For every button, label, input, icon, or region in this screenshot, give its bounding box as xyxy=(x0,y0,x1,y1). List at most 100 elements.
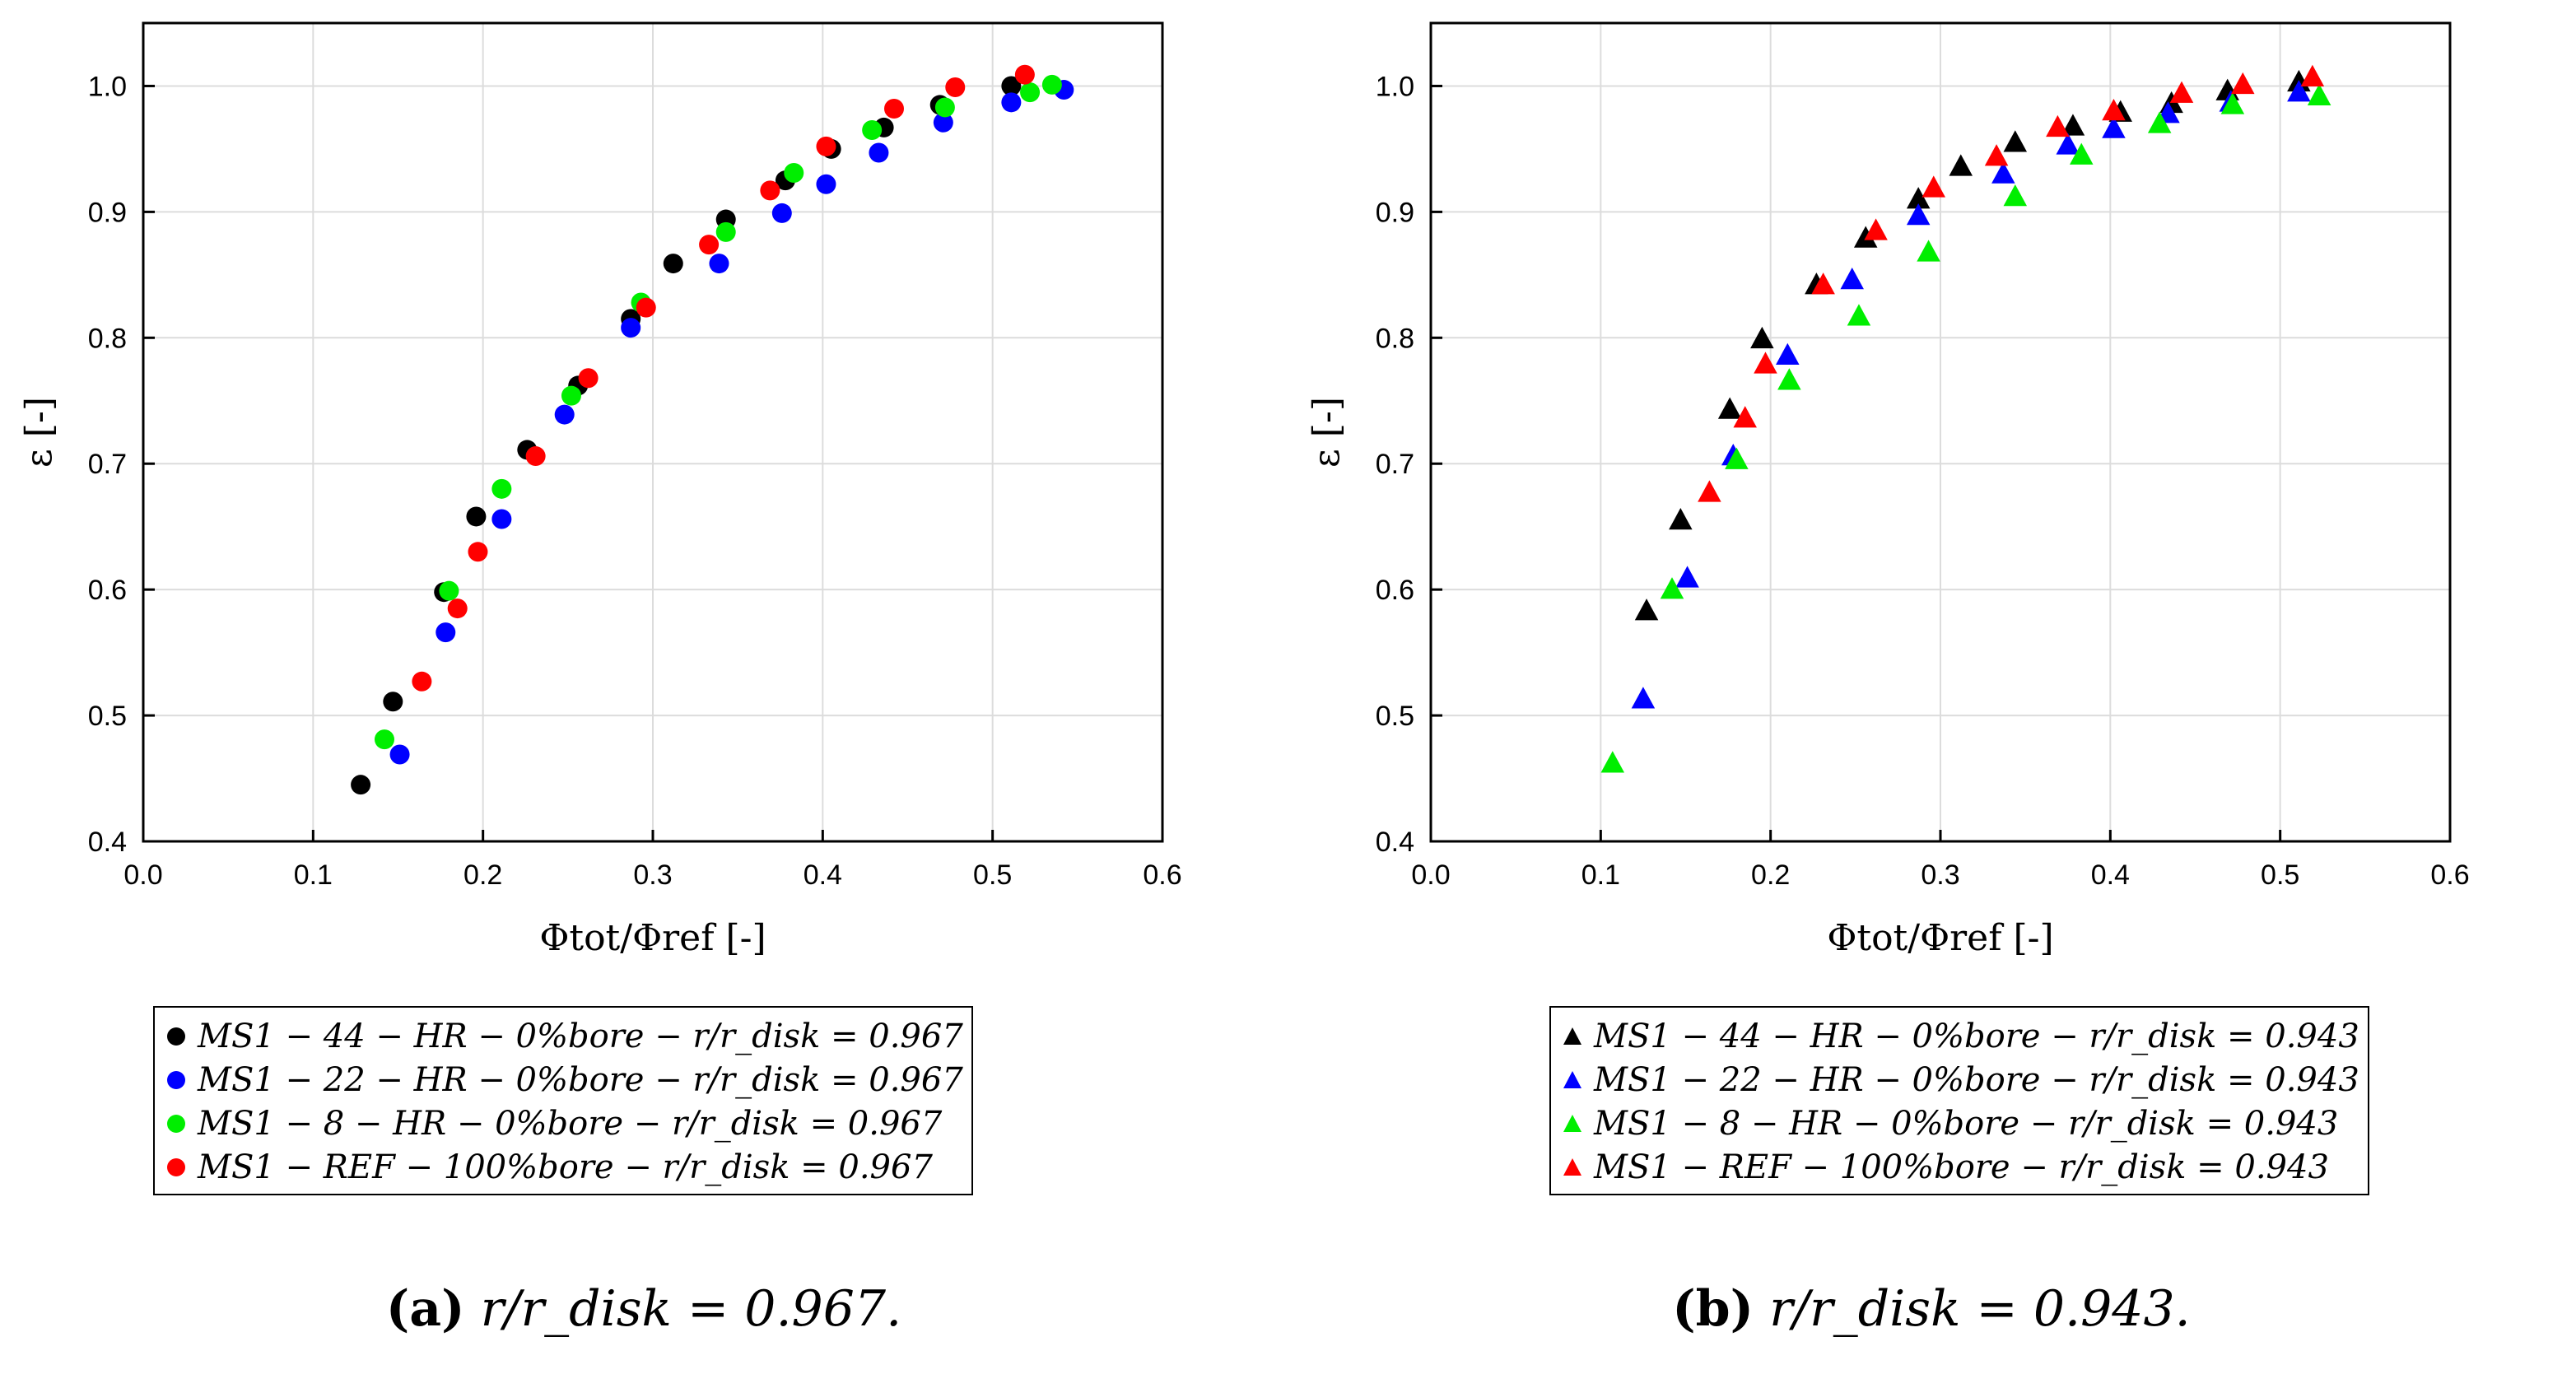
data-point xyxy=(1001,76,1022,96)
data-point xyxy=(1984,144,2009,166)
y-axis-label: ε [-] xyxy=(18,397,60,468)
circle-marker-icon xyxy=(167,1114,185,1133)
data-point xyxy=(561,385,581,406)
grid xyxy=(1430,23,2451,842)
chart-a: 0.0 0.1 0.2 0.3 0.4 0.5 0.6 0.4 0.5 0.6 0.7 0.8 0.9 1… xyxy=(18,21,1182,959)
caption-b: (b) r/r_disk = 0.943. xyxy=(1288,1280,2575,1338)
legend-entry: MS1 − 44 − HR − 0%bore − r/r_disk = 0.96… xyxy=(166,1014,963,1058)
data-point xyxy=(1725,447,1749,469)
panel-a: 0.0 0.1 0.2 0.3 0.4 0.5 0.6 0.4 0.5 0.6 0.7 0.8 0.9 1… xyxy=(0,21,1288,1338)
data-point xyxy=(1631,687,1656,709)
data-point xyxy=(1660,577,1684,599)
data-point xyxy=(1634,599,1659,621)
legend-label: MS1 − 44 − HR − 0%bore − r/r_disk = 0.94… xyxy=(1594,1017,2359,1055)
data-point xyxy=(1776,342,1800,365)
data-point xyxy=(383,692,403,712)
data-point xyxy=(447,599,468,619)
data-point xyxy=(1777,368,1801,390)
data-point xyxy=(389,744,410,765)
x-axis-label: Φtot/Φref [-] xyxy=(1827,917,2053,959)
y-tick-label: 0.4 xyxy=(88,827,127,858)
data-point xyxy=(784,162,804,183)
data-point xyxy=(883,98,904,119)
data-point xyxy=(663,254,683,274)
caption-b-label: (b) xyxy=(1672,1280,1754,1338)
data-point xyxy=(933,112,953,133)
data-point xyxy=(699,235,720,255)
data-point xyxy=(491,478,512,499)
data-point xyxy=(1675,566,1699,588)
data-point xyxy=(1853,226,1878,248)
x-tick-label: 0.3 xyxy=(633,859,672,891)
series-1 xyxy=(1634,69,2311,621)
legend-label: MS1 − 22 − HR − 0%bore − r/r_disk = 0.96… xyxy=(198,1060,963,1099)
legend-entry: MS1 − REF − 100%bore − r/r_disk = 0.967 xyxy=(166,1145,963,1189)
data-point xyxy=(771,203,792,223)
data-point xyxy=(2300,64,2325,87)
y-tick-label: 0.5 xyxy=(88,701,127,732)
y-tick-label: 0.8 xyxy=(1376,323,1414,354)
chart-b: 0.0 0.1 0.2 0.3 0.4 0.5 0.6 0.4 0.5 0.6 0.7 0.8 0.9 1… xyxy=(1306,21,2470,959)
legend-label: MS1 − 44 − HR − 0%bore − r/r_disk = 0.96… xyxy=(198,1017,963,1055)
y-tick-label: 0.7 xyxy=(1376,449,1414,480)
panel-b: 0.0 0.1 0.2 0.3 0.4 0.5 0.6 0.4 0.5 0.6 0.7 0.8 0.9 1… xyxy=(1288,0,2575,1374)
data-point xyxy=(945,77,966,97)
circle-marker-icon xyxy=(167,1157,185,1176)
data-point xyxy=(2169,81,2194,103)
data-point xyxy=(491,509,512,529)
data-point xyxy=(554,404,575,425)
y-tick-label: 0.8 xyxy=(88,323,127,354)
legend-entry: MS1 − 8 − HR − 0%bore − r/r_disk = 0.943 xyxy=(1563,1102,2359,1145)
data-point xyxy=(1750,326,1774,349)
circle-marker-icon xyxy=(167,1070,185,1089)
data-point xyxy=(468,542,488,562)
data-point xyxy=(525,446,546,467)
x-tick-label: 0.4 xyxy=(2091,859,2130,891)
data-point xyxy=(1014,64,1035,85)
data-point xyxy=(1600,751,1625,773)
series-4 xyxy=(1698,64,2325,502)
data-point xyxy=(578,368,599,389)
x-tick-label: 0.1 xyxy=(294,859,333,891)
legend-a: MS1 − 44 − HR − 0%bore − r/r_disk = 0.96… xyxy=(153,1006,973,1195)
data-point xyxy=(2003,184,2028,207)
x-tick-label: 0.0 xyxy=(123,859,162,891)
data-point xyxy=(2231,72,2255,95)
data-point xyxy=(2307,83,2331,105)
y-axis-label: ε [-] xyxy=(1306,397,1348,468)
caption-b-text: r/r_disk = 0.943. xyxy=(1769,1280,2191,1338)
series-4 xyxy=(412,64,1035,692)
legend-label: MS1 − 8 − HR − 0%bore − r/r_disk = 0.967 xyxy=(198,1104,943,1143)
x-tick-label: 0.2 xyxy=(463,859,502,891)
caption-a-label: (a) xyxy=(385,1280,465,1338)
caption-a: (a) r/r_disk = 0.967. xyxy=(0,1280,1288,1338)
y-tick-label: 0.5 xyxy=(1376,701,1414,732)
x-axis-label: Φtot/Φref [-] xyxy=(539,917,766,959)
data-point xyxy=(816,136,836,156)
y-tick-label: 0.6 xyxy=(88,575,127,606)
x-tick-label: 0.0 xyxy=(1411,859,1450,891)
data-point xyxy=(1922,175,1945,198)
data-point xyxy=(374,729,394,750)
legend-label: MS1 − REF − 100%bore − r/r_disk = 0.967 xyxy=(198,1148,933,1186)
triangle-marker-icon xyxy=(1563,1070,1581,1088)
y-tick-label: 0.9 xyxy=(1376,197,1414,228)
data-point xyxy=(1906,203,1931,226)
circle-marker-icon xyxy=(167,1027,185,1046)
data-point xyxy=(1811,272,1835,295)
data-point xyxy=(709,254,729,274)
data-point xyxy=(351,775,371,795)
legend-b: MS1 − 44 − HR − 0%bore − r/r_disk = 0.94… xyxy=(1549,1006,2369,1195)
x-tick-label: 0.6 xyxy=(1143,859,1181,891)
data-point xyxy=(466,506,487,527)
data-point xyxy=(816,174,836,194)
data-point xyxy=(1717,397,1742,419)
data-point xyxy=(869,142,889,163)
y-tick-label: 0.6 xyxy=(1376,575,1414,606)
data-point xyxy=(1754,352,1777,374)
legend-entry: MS1 − 44 − HR − 0%bore − r/r_disk = 0.94… xyxy=(1563,1014,2359,1058)
x-tick-label: 0.3 xyxy=(1921,859,1959,891)
y-tick-label: 1.0 xyxy=(1376,71,1414,102)
series-1 xyxy=(351,76,1022,795)
data-point xyxy=(436,622,456,643)
